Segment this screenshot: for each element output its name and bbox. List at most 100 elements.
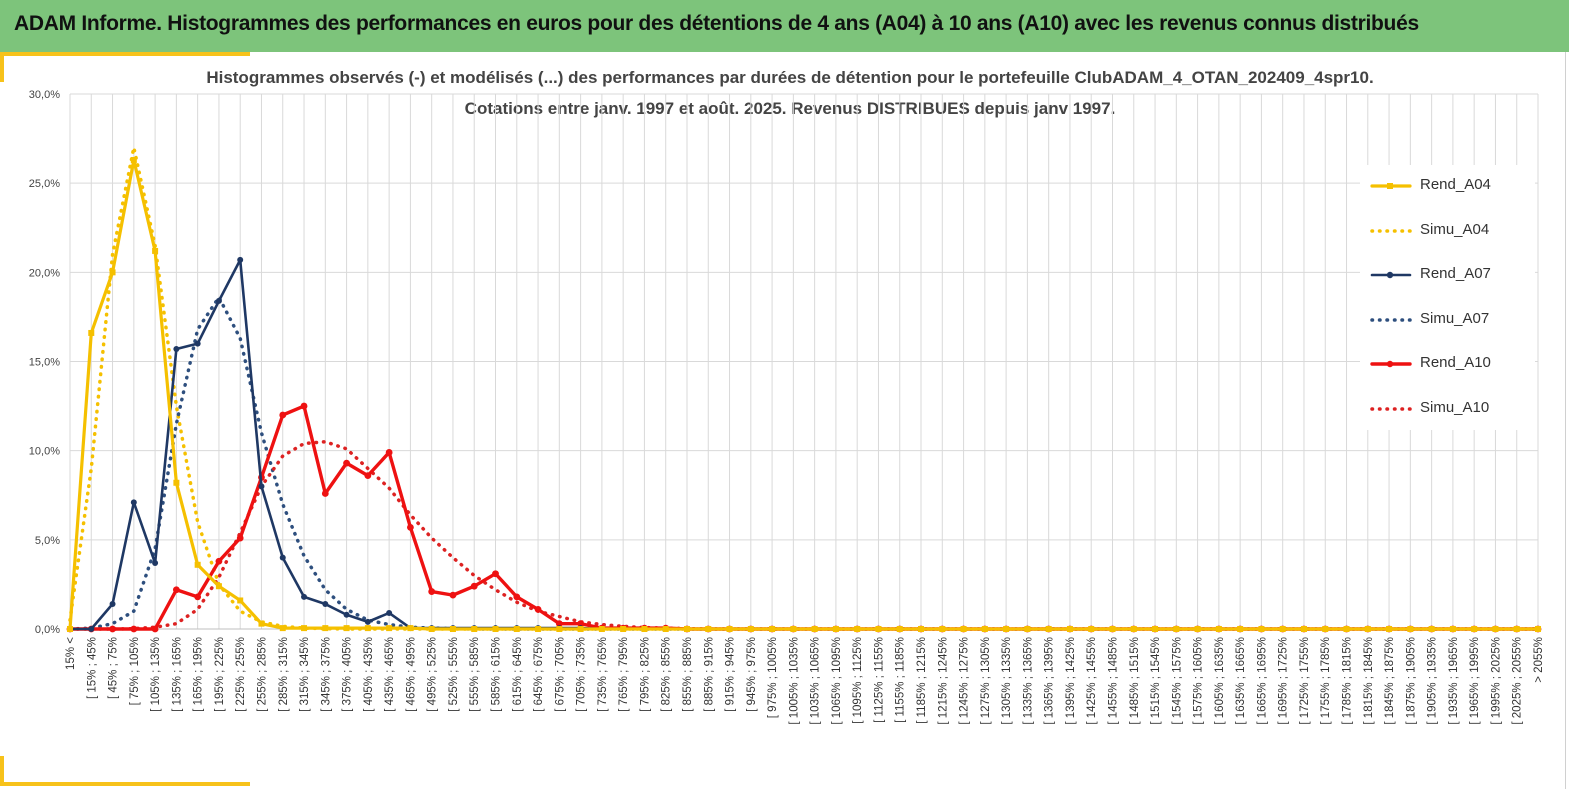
data-point-rend-a04: [683, 626, 690, 632]
x-tick-label: [ 1695% ; 1725%: [1278, 637, 1290, 725]
data-point-rend-a04: [1535, 626, 1541, 632]
data-point-rend-a04: [1109, 626, 1116, 632]
data-point-rend-a07: [109, 601, 116, 608]
x-tick-label: [ 1395% ; 1425%: [1065, 637, 1077, 725]
data-point-rend-a07: [386, 609, 393, 616]
corner-accent-top: [0, 52, 250, 56]
data-point-rend-a07: [88, 626, 95, 632]
y-tick-label: 5,0%: [35, 535, 60, 547]
data-point-rend-a04: [662, 626, 669, 632]
x-tick-label: [ 15% ; 45%: [86, 637, 98, 699]
series-line-rend-a10: [68, 404, 1540, 631]
data-point-rend-a04: [811, 626, 818, 632]
data-point-rend-a07: [215, 297, 222, 304]
data-point-rend-a04: [1024, 626, 1031, 632]
x-tick-label: [ 525% ; 555%: [448, 637, 460, 712]
legend-item-simu-a07: Simu_A07: [1370, 308, 1540, 330]
data-point-rend-a04: [939, 626, 946, 632]
x-tick-label: [ 435% ; 465%: [384, 637, 396, 712]
data-point-rend-a04: [152, 247, 159, 254]
legend-swatch: [1370, 183, 1412, 189]
data-point-rend-a10: [492, 570, 499, 578]
x-tick-label: [ 1965% ; 1995%: [1469, 637, 1481, 725]
chart-title-line-1: Histogrammes observés (-) et modélisés (…: [206, 68, 1374, 87]
x-tick-label: [ 195% ; 225%: [214, 637, 226, 712]
x-tick-label: [ 1155% ; 1185%: [895, 637, 907, 723]
y-tick-label: 0,0%: [35, 624, 60, 636]
x-tick-label: [ 915% ; 945%: [725, 637, 737, 712]
data-point-rend-a04: [1386, 626, 1393, 632]
chart-legend: Rend_A04 Simu_A04 Rend_A07 Simu_A07 Rend_A10…: [1360, 165, 1535, 430]
x-tick-label: [ 1245% ; 1275%: [959, 637, 971, 725]
data-point-rend-a04: [896, 626, 903, 632]
data-point-rend-a04: [343, 625, 350, 632]
data-point-rend-a10: [407, 523, 414, 531]
x-tick-label: [ 1455% ; 1485%: [1107, 637, 1119, 725]
data-point-rend-a04: [1045, 626, 1052, 632]
x-tick-label: [ 1935% ; 1965%: [1448, 637, 1460, 725]
data-point-rend-a04: [1407, 626, 1414, 632]
data-point-rend-a10: [194, 593, 202, 601]
x-tick-label: [ 495% ; 525%: [427, 637, 439, 712]
data-point-rend-a04: [1237, 626, 1244, 632]
x-tick-label: 15% <: [65, 637, 77, 670]
data-point-rend-a07: [237, 256, 244, 263]
legend-label: Simu_A07: [1420, 309, 1490, 327]
x-tick-label: [ 1425% ; 1455%: [1086, 637, 1098, 725]
data-point-rend-a04: [1215, 626, 1222, 632]
data-point-rend-a04: [1152, 626, 1159, 632]
data-point-rend-a07: [173, 346, 180, 353]
y-tick-label: 20,0%: [29, 267, 60, 279]
x-tick-label: [ 1995% ; 2025%: [1490, 637, 1502, 725]
data-point-rend-a04: [173, 479, 180, 486]
data-point-rend-a10: [555, 620, 563, 628]
x-tick-label: [ 1305% ; 1335%: [1001, 637, 1013, 725]
x-tick-label: [ 345% ; 375%: [320, 637, 332, 712]
x-tick-label: [ 825% ; 855%: [661, 637, 673, 712]
data-point-rend-a07: [301, 593, 308, 600]
data-point-rend-a10: [300, 402, 308, 410]
data-point-rend-a04: [1300, 626, 1307, 632]
x-tick-label: [ 795% ; 825%: [639, 637, 651, 712]
data-point-rend-a04: [215, 583, 222, 590]
x-tick-label: [ 75% ; 105%: [129, 637, 141, 705]
data-point-rend-a10: [130, 625, 138, 633]
data-point-rend-a10: [470, 582, 478, 590]
data-point-rend-a07: [130, 499, 137, 506]
data-point-rend-a04: [1343, 626, 1350, 632]
report-banner: ADAM Informe. Histogrammes des performan…: [0, 0, 1569, 52]
x-tick-label: [ 1635% ; 1665%: [1235, 637, 1247, 725]
x-tick-label: [ 615% ; 645%: [512, 637, 524, 712]
x-tick-label: [ 1875% ; 1905%: [1405, 637, 1417, 725]
data-point-rend-a04: [279, 625, 286, 632]
data-point-rend-a04: [1322, 626, 1329, 632]
data-point-rend-a10: [577, 620, 585, 628]
series-line-simu-a04: [68, 145, 1540, 631]
x-tick-label: [ 1515% ; 1545%: [1150, 637, 1162, 725]
x-tick-label: [ 375% ; 405%: [342, 637, 354, 712]
x-tick-label: [ 315% ; 345%: [299, 637, 311, 712]
data-point-rend-a07: [152, 560, 159, 567]
series-line-rend-a04: [68, 158, 1540, 631]
data-point-rend-a04: [109, 269, 116, 276]
data-point-rend-a04: [1364, 626, 1371, 632]
data-point-rend-a04: [1279, 626, 1286, 632]
data-point-rend-a07: [258, 483, 265, 490]
x-tick-label: [ 1815% ; 1845%: [1363, 637, 1375, 725]
data-point-rend-a10: [109, 625, 116, 633]
legend-label: Simu_A04: [1420, 220, 1490, 238]
data-point-rend-a04: [1492, 626, 1499, 632]
x-tick-label: [ 405% ; 435%: [363, 637, 375, 712]
x-tick-label: [ 885% ; 915%: [703, 637, 715, 712]
data-point-rend-a04: [832, 626, 839, 632]
data-point-rend-a04: [854, 626, 861, 632]
data-point-rend-a04: [620, 626, 627, 632]
data-point-rend-a04: [1258, 626, 1265, 632]
data-point-rend-a04: [556, 626, 563, 632]
data-point-rend-a04: [918, 626, 925, 632]
data-point-rend-a04: [577, 626, 584, 632]
data-point-rend-a04: [1449, 626, 1456, 632]
x-tick-label: [ 975% ; 1005%: [767, 637, 779, 718]
report-title: ADAM Informe. Histogrammes des performan…: [14, 12, 1419, 35]
y-tick-label: 25,0%: [29, 178, 60, 190]
